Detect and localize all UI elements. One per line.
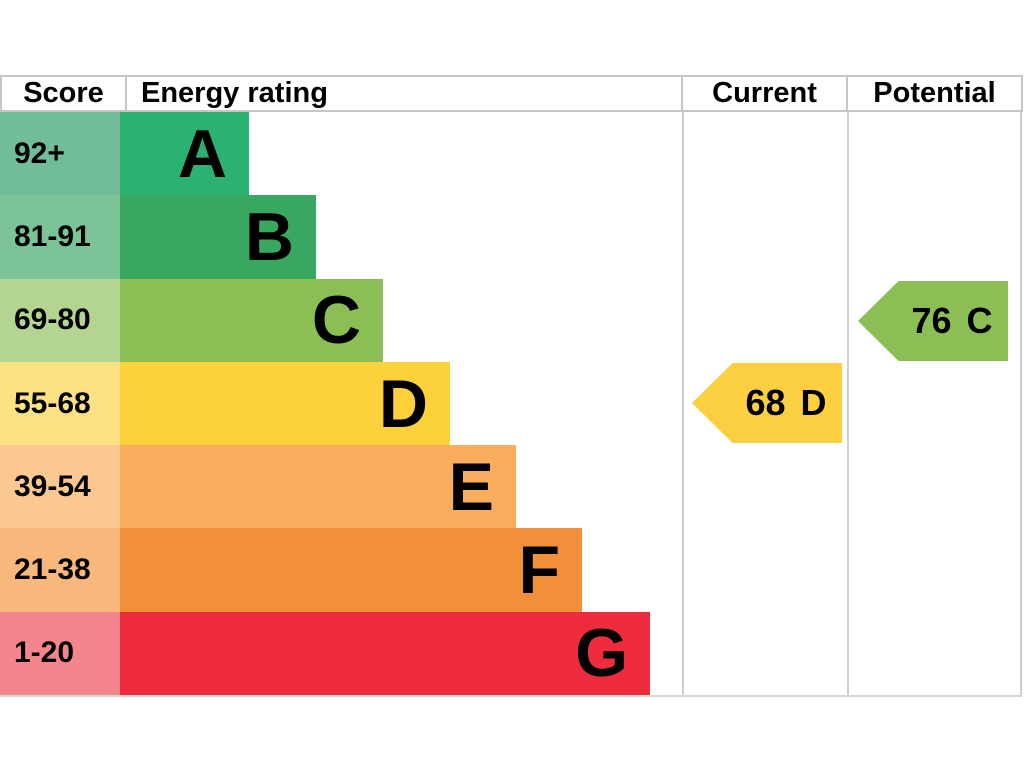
- chart-header-row: Score Energy rating Current Potential: [0, 75, 1023, 112]
- band-f-score-cell: 21-38: [0, 528, 120, 612]
- band-d-score-cell: 55-68: [0, 361, 120, 446]
- band-g-bar: G: [120, 611, 650, 696]
- band-g-score-range: 1-20: [14, 636, 75, 670]
- band-row-c: 69-80 C: [0, 278, 683, 362]
- band-d-score-range: 55-68: [14, 386, 91, 420]
- band-c-bar: C: [120, 278, 383, 362]
- potential-rating-band: C: [966, 300, 993, 341]
- band-c-score-cell: 69-80: [0, 278, 120, 362]
- band-row-a: 92+ A: [0, 112, 683, 196]
- current-column-header: Current: [681, 77, 846, 110]
- band-row-b: 81-91 B: [0, 195, 683, 279]
- table-right-border: [1020, 112, 1022, 697]
- current-column-left-border: [682, 112, 684, 697]
- score-column-header: Score: [2, 77, 127, 110]
- band-row-f: 21-38 F: [0, 528, 683, 612]
- band-rows: 92+ A 81-91 B 69-80 C 55-68 D 39-54 E 21…: [0, 112, 683, 696]
- current-rating-arrow: 68 D: [692, 363, 842, 443]
- potential-column-header: Potential: [846, 77, 1021, 110]
- band-f-bar: F: [120, 528, 582, 612]
- band-row-g: 1-20 G: [0, 611, 683, 696]
- band-e-letter: E: [448, 448, 494, 525]
- band-a-score-cell: 92+: [0, 112, 120, 196]
- band-row-d: 55-68 D: [0, 361, 683, 446]
- band-g-letter: G: [575, 615, 628, 692]
- table-bottom-border: [0, 695, 1022, 697]
- band-f-score-range: 21-38: [14, 553, 91, 587]
- band-c-score-range: 69-80: [14, 303, 91, 337]
- band-d-letter: D: [378, 365, 428, 442]
- current-rating-band: D: [800, 382, 827, 423]
- band-c-letter: C: [311, 282, 361, 359]
- band-f-letter: F: [518, 532, 560, 609]
- band-row-e: 39-54 E: [0, 445, 683, 529]
- band-d-bar: D: [120, 361, 450, 446]
- potential-column-left-border: [847, 112, 849, 697]
- band-e-score-cell: 39-54: [0, 445, 120, 529]
- potential-rating-arrow: 76 C: [858, 281, 1008, 361]
- band-b-letter: B: [244, 198, 294, 275]
- band-g-score-cell: 1-20: [0, 611, 120, 696]
- band-e-score-range: 39-54: [14, 469, 91, 503]
- band-b-bar: B: [120, 195, 316, 279]
- energy-rating-column-header: Energy rating: [141, 77, 328, 109]
- potential-rating-value: 76: [911, 300, 952, 341]
- band-b-score-cell: 81-91: [0, 195, 120, 279]
- band-a-bar: A: [120, 112, 249, 196]
- band-e-bar: E: [120, 445, 516, 529]
- band-a-letter: A: [177, 115, 227, 192]
- band-b-score-range: 81-91: [14, 219, 91, 253]
- band-a-score-range: 92+: [14, 136, 65, 170]
- current-rating-value: 68: [745, 382, 786, 423]
